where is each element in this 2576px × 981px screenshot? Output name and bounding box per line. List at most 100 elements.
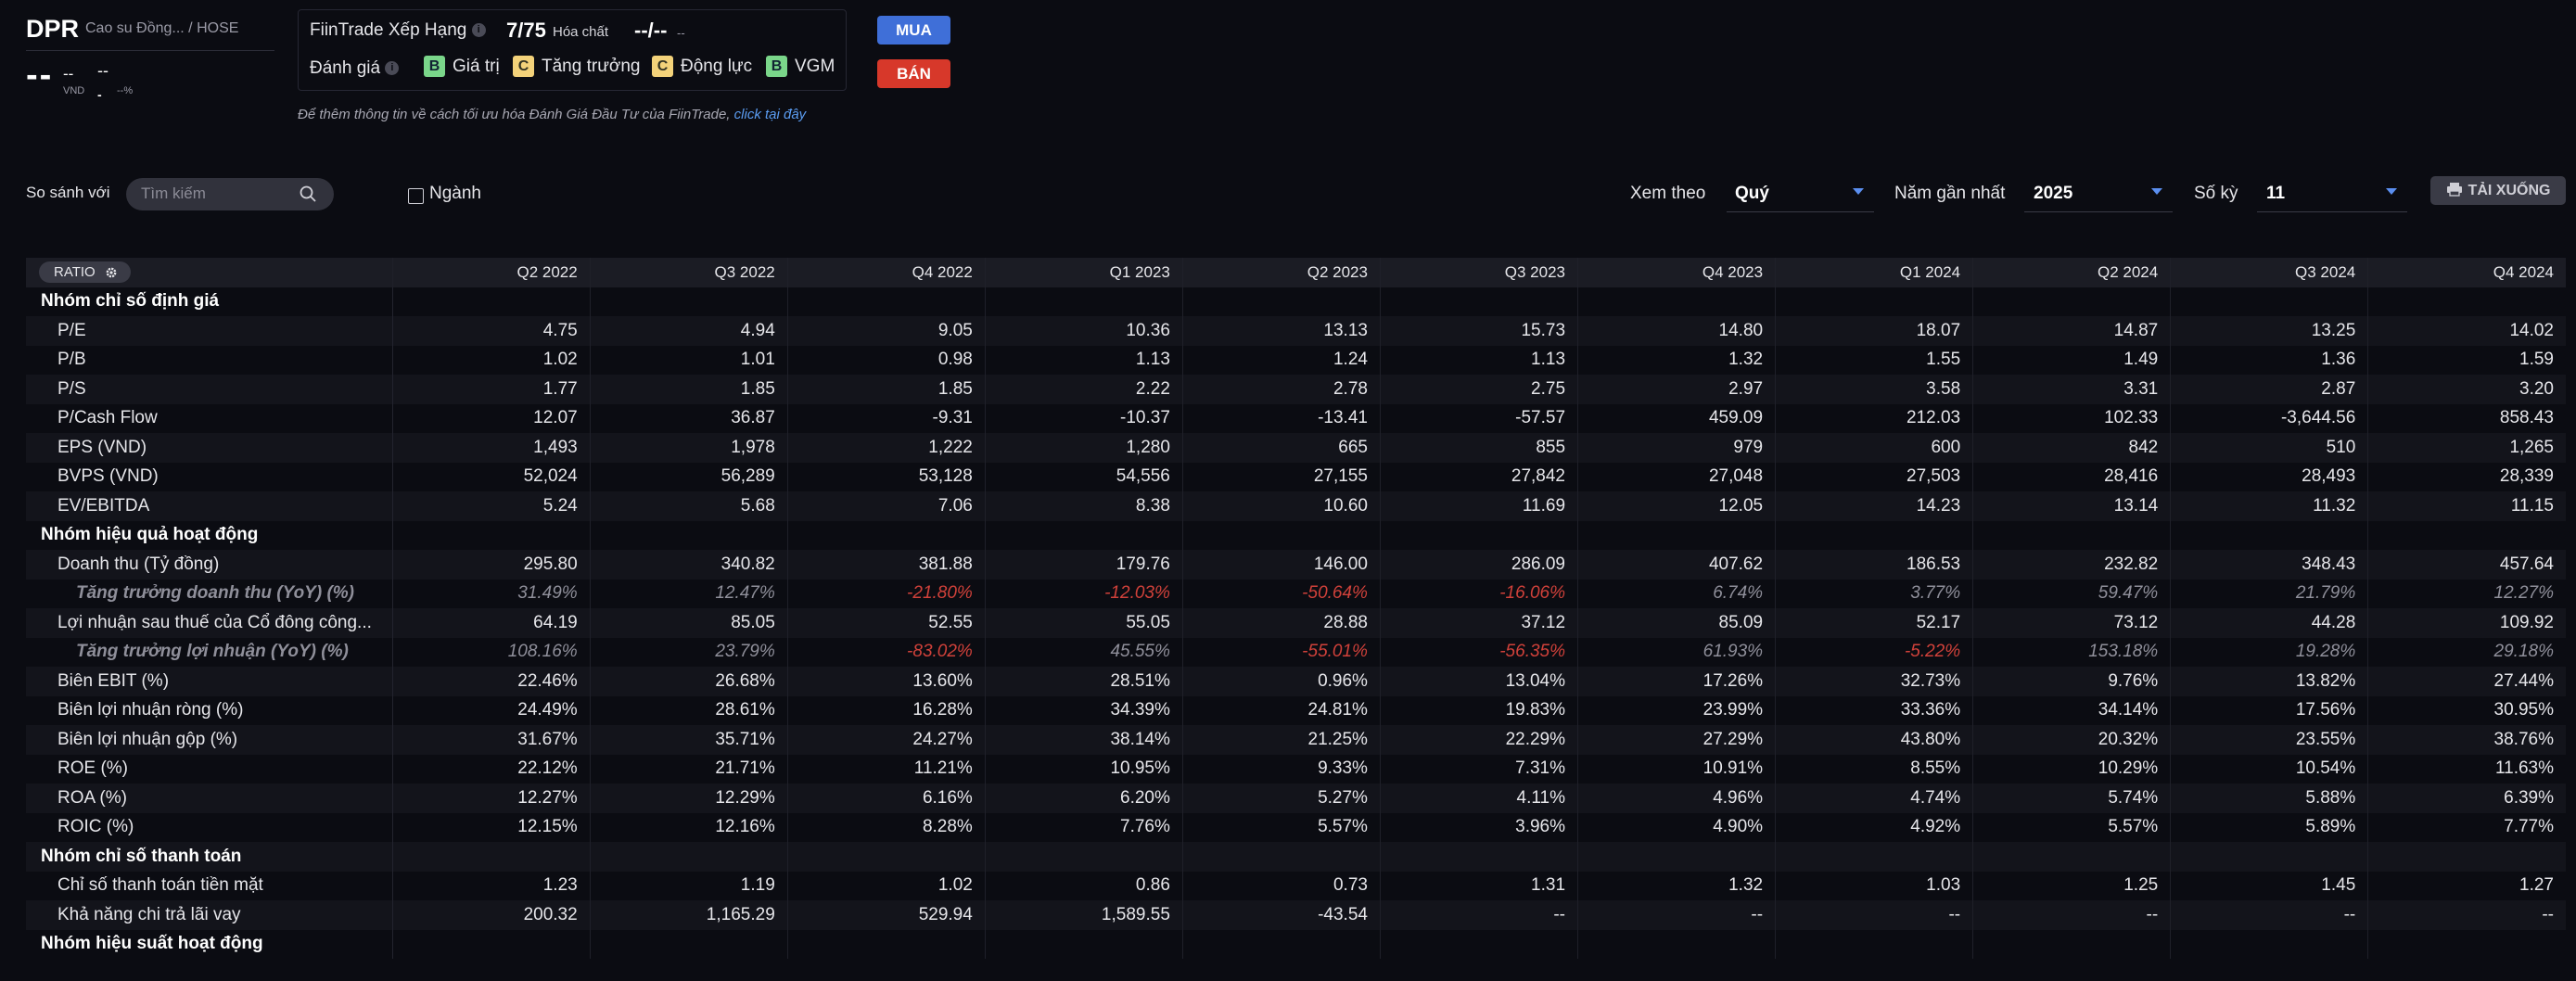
group-label: Nhóm chỉ số thanh toán xyxy=(26,842,393,872)
column-header: Q4 2024 xyxy=(2367,258,2566,287)
table-cell: 9.05 xyxy=(786,316,986,346)
metric-label: P/S xyxy=(26,375,393,404)
table-cell: 381.88 xyxy=(786,550,986,580)
buy-button[interactable]: MUA xyxy=(877,16,950,45)
table-cell: 85.05 xyxy=(589,608,788,638)
table-cell xyxy=(1577,520,1776,550)
recent-year-select[interactable]: 2025 xyxy=(2034,184,2073,203)
table-cell: 13.82% xyxy=(2170,667,2368,696)
chevron-down-icon[interactable] xyxy=(2386,188,2397,195)
search-icon[interactable] xyxy=(299,185,317,203)
table-cell xyxy=(1577,842,1776,872)
table-cell: 0.96% xyxy=(1181,667,1381,696)
table-cell xyxy=(391,929,591,959)
table-cell: 43.80% xyxy=(1775,725,1973,755)
rating-title-text: FiinTrade Xếp Hạng xyxy=(310,20,467,40)
table-cell: 5.24 xyxy=(391,491,591,521)
table-cell: 1,978 xyxy=(589,433,788,463)
table-header-row: RATIO Q2 2022 Q3 2022 Q4 2022 Q1 2023 Q2 202… xyxy=(26,258,2566,287)
table-cell: -83.02% xyxy=(786,637,986,667)
table-cell xyxy=(1972,842,2171,872)
table-cell: 59.47% xyxy=(1972,579,2171,608)
metric-label: Chỉ số thanh toán tiền mặt xyxy=(26,871,393,900)
table-cell: 61.93% xyxy=(1577,637,1776,667)
table-cell: 1.55 xyxy=(1775,345,1973,375)
table-cell: 56,289 xyxy=(589,462,788,491)
table-cell: 1.49 xyxy=(1972,345,2171,375)
table-cell: 55.05 xyxy=(984,608,1183,638)
search-input[interactable] xyxy=(126,178,334,210)
sell-button[interactable]: BÁN xyxy=(877,59,950,88)
table-cell xyxy=(1775,520,1973,550)
table-cell: 2.87 xyxy=(2170,375,2368,404)
table-cell: 459.09 xyxy=(1577,403,1776,433)
download-button[interactable]: TẢI XUỐNG xyxy=(2430,176,2566,205)
table-cell: -- xyxy=(1577,900,1776,930)
table-cell: 21.25% xyxy=(1181,725,1381,755)
table-cell: 153.18% xyxy=(1972,637,2171,667)
chevron-down-icon[interactable] xyxy=(1853,188,1864,195)
table-row: P/E 4.75 4.94 9.05 10.36 13.13 15.73 14.80 18.07… xyxy=(26,316,2566,346)
table-cell: 28,339 xyxy=(2367,462,2566,491)
table-cell: 12.16% xyxy=(589,812,788,842)
info-icon[interactable]: i xyxy=(385,61,400,76)
table-cell: 27.44% xyxy=(2367,667,2566,696)
ratio-chip[interactable]: RATIO xyxy=(39,261,131,284)
table-cell: 21.79% xyxy=(2170,579,2368,608)
table-cell: 5.57% xyxy=(1181,812,1381,842)
table-cell: 28,493 xyxy=(2170,462,2368,491)
table-cell: 10.95% xyxy=(984,754,1183,784)
table-cell xyxy=(1972,287,2171,316)
table-cell: 20.32% xyxy=(1972,725,2171,755)
table-cell: 14.87 xyxy=(1972,316,2171,346)
table-cell: 12.05 xyxy=(1577,491,1776,521)
rating-note-link[interactable]: click tại đây xyxy=(733,107,807,122)
table-cell: 529.94 xyxy=(786,900,986,930)
table-cell: 10.91% xyxy=(1577,754,1776,784)
metric-label: ROE (%) xyxy=(26,754,393,784)
chevron-down-icon[interactable] xyxy=(2151,188,2162,195)
info-icon[interactable]: i xyxy=(471,23,486,38)
metric-label: P/E xyxy=(26,316,393,346)
table-cell xyxy=(391,520,591,550)
industry-checkbox-label: Ngành xyxy=(429,184,481,203)
table-cell xyxy=(2367,287,2566,316)
price-change: -- xyxy=(97,61,108,80)
group-header-row: Nhóm hiệu suất hoạt động xyxy=(26,929,2566,959)
table-cell: 858.43 xyxy=(2367,403,2566,433)
table-cell: 200.32 xyxy=(391,900,591,930)
table-cell: 1,493 xyxy=(391,433,591,463)
table-cell xyxy=(1379,842,1578,872)
table-cell xyxy=(984,287,1183,316)
table-cell: -21.80% xyxy=(786,579,986,608)
metric-label: Biên EBIT (%) xyxy=(26,667,393,696)
table-cell xyxy=(1379,287,1578,316)
table-cell xyxy=(2170,929,2368,959)
table-cell: 842 xyxy=(1972,433,2171,463)
rating-note-text: Để thêm thông tin về cách tối ưu hóa Đán… xyxy=(298,107,731,122)
gear-icon[interactable] xyxy=(105,266,118,279)
table-cell: 4.75 xyxy=(391,316,591,346)
metric-label: P/Cash Flow xyxy=(26,403,393,433)
table-cell: -- xyxy=(1775,900,1973,930)
table-cell: 1.77 xyxy=(391,375,591,404)
table-row: Khả năng chi trả lãi vay 200.32 1,165.29 52… xyxy=(26,900,2566,930)
table-cell: 22.12% xyxy=(391,754,591,784)
table-cell: 1.03 xyxy=(1775,871,1973,900)
table-cell xyxy=(1181,929,1381,959)
table-cell: 2.97 xyxy=(1577,375,1776,404)
industry-checkbox[interactable] xyxy=(408,188,424,204)
table-cell: -56.35% xyxy=(1379,637,1578,667)
table-cell: 37.12 xyxy=(1379,608,1578,638)
periods-select[interactable]: 11 xyxy=(2266,184,2286,203)
table-cell: 1,165.29 xyxy=(589,900,788,930)
table-cell: 27,842 xyxy=(1379,462,1578,491)
table-cell: -13.41 xyxy=(1181,403,1381,433)
table-cell: 1.59 xyxy=(2367,345,2566,375)
table-cell: 7.06 xyxy=(786,491,986,521)
table-cell xyxy=(589,287,788,316)
table-cell: 27,503 xyxy=(1775,462,1973,491)
table-cell: 11.63% xyxy=(2367,754,2566,784)
table-cell xyxy=(589,842,788,872)
view-by-select[interactable]: Quý xyxy=(1735,184,1769,203)
